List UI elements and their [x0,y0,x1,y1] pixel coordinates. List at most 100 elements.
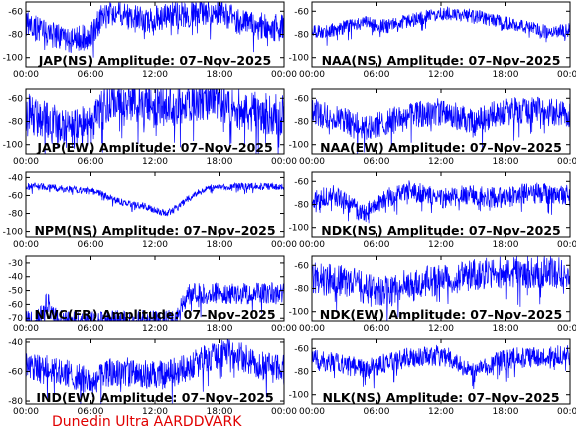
x-tick-label: 00:00 [13,324,39,334]
chart-panel: -100 -80 -60 00:00 06:00 12:00 18:00 00:00 NAA(N… [289,1,576,80]
x-tick-label: 18:00 [493,157,519,167]
x-tick-label: 00:00 [299,407,325,417]
x-tick-label: 06:00 [78,324,104,334]
panel-title: NPM(NS) Amplitude: 07–Nov–2025 [34,223,275,238]
x-tick-label: 12:00 [142,157,168,167]
series-line [26,339,284,404]
x-tick-label: 00:00 [13,240,39,250]
chart-panel: -100 -80 -60 00:00 06:00 12:00 18:00 00:00 JAP(E… [3,88,297,167]
series-line [312,180,570,224]
x-tick-label: 00:00 [13,70,39,80]
x-tick-label: 00:00 [299,70,325,80]
x-tick-label: 18:00 [493,70,519,80]
y-tick-label: -60 [294,94,309,104]
y-tick-label: -100 [3,228,24,238]
x-tick-label: 12:00 [142,324,168,334]
x-tick-label: 12:00 [428,157,454,167]
series-line [26,2,284,58]
x-tick-label: 00:00 [271,407,297,417]
y-tick-label: -70 [8,314,23,324]
y-tick-label: -60 [8,368,23,378]
x-tick-label: 12:00 [142,407,168,417]
panel-title: NAA(NS) Amplitude: 07–Nov–2025 [322,53,561,68]
y-tick-label: -60 [294,261,309,271]
x-tick-label: 00:00 [557,157,576,167]
y-tick-label: -80 [8,118,23,128]
x-tick-label: 06:00 [364,157,390,167]
x-tick-label: 18:00 [207,324,233,334]
x-tick-label: 06:00 [364,70,390,80]
x-tick-label: 12:00 [428,407,454,417]
x-tick-label: 12:00 [428,240,454,250]
y-tick-label: -100 [3,141,24,151]
chart-panel: -100 -80 -60 00:00 06:00 12:00 18:00 00:00 NDK(N… [289,171,576,250]
y-tick-label: -50 [8,287,23,297]
y-tick-label: -40 [8,273,23,283]
chart-panel: -70 -60 -50 -40 -30 00:00 06:00 12:00 18:00 00:00… [8,255,297,334]
series-line [312,6,570,46]
x-tick-label: 00:00 [557,324,576,334]
x-tick-label: 06:00 [364,407,390,417]
series-line [26,89,284,154]
x-tick-label: 18:00 [207,70,233,80]
x-tick-label: 00:00 [271,324,297,334]
x-tick-label: 06:00 [364,240,390,250]
y-tick-label: -80 [8,31,23,41]
y-tick-label: -100 [289,54,310,64]
x-tick-label: 00:00 [299,324,325,334]
chart-panel: -100 -80 -60 -40 00:00 06:00 12:00 18:00 00:00 NP… [3,171,297,250]
panel-title: IND(EW) Amplitude: 07–Nov–2025 [36,390,273,405]
y-tick-label: -40 [8,338,23,348]
panel-title: NAA(EW) Amplitude: 07–Nov–2025 [320,140,562,155]
x-tick-label: 00:00 [13,407,39,417]
chart-panel: -100 -80 -60 00:00 06:00 12:00 18:00 00:00 NAA(E… [289,88,576,167]
x-tick-label: 06:00 [78,157,104,167]
x-tick-label: 00:00 [557,407,576,417]
series-line [26,181,284,217]
y-tick-label: -80 [294,201,309,211]
series-line [312,96,570,154]
y-tick-label: -60 [8,94,23,104]
y-tick-label: -60 [8,300,23,310]
x-tick-label: 12:00 [428,70,454,80]
chart-panel: -80 -60 -40 00:00 06:00 12:00 18:00 00:00 IND(EW… [8,338,297,417]
y-tick-label: -80 [294,285,309,295]
x-tick-label: 18:00 [493,324,519,334]
y-tick-label: -80 [8,210,23,220]
y-tick-label: -80 [294,368,309,378]
x-tick-label: 12:00 [428,324,454,334]
x-tick-label: 18:00 [493,240,519,250]
x-tick-label: 00:00 [299,240,325,250]
series-line [312,256,570,321]
y-tick-label: -60 [294,177,309,187]
x-tick-label: 06:00 [78,240,104,250]
footer-label: Dunedin Ultra AARDDVARK [52,414,242,430]
x-tick-label: 06:00 [78,70,104,80]
x-tick-label: 18:00 [207,407,233,417]
x-tick-label: 18:00 [207,240,233,250]
x-tick-label: 00:00 [271,70,297,80]
series-line [312,344,570,390]
chart-panel: -100 -80 -60 00:00 06:00 12:00 18:00 00:00 NLK(N… [289,338,576,417]
panel-title: JAP(NS) Amplitude: 07–Nov–2025 [38,53,271,68]
x-tick-label: 18:00 [207,157,233,167]
y-tick-label: -60 [294,344,309,354]
y-tick-label: -80 [8,397,23,407]
y-tick-label: -60 [8,191,23,201]
panel-title: NWC(FR) Amplitude: 07–Nov–2025 [34,307,275,322]
x-tick-label: 00:00 [299,157,325,167]
x-tick-label: 00:00 [271,157,297,167]
x-tick-label: 12:00 [142,240,168,250]
y-tick-label: -100 [3,54,24,64]
y-tick-label: -100 [289,141,310,151]
x-tick-label: 00:00 [557,70,576,80]
panel-title: JAP(EW) Amplitude: 07–Nov–2025 [36,140,272,155]
y-tick-label: -80 [294,118,309,128]
x-tick-label: 12:00 [142,70,168,80]
x-tick-label: 18:00 [493,407,519,417]
x-tick-label: 00:00 [271,240,297,250]
x-tick-label: 00:00 [557,240,576,250]
y-tick-label: -60 [8,7,23,17]
